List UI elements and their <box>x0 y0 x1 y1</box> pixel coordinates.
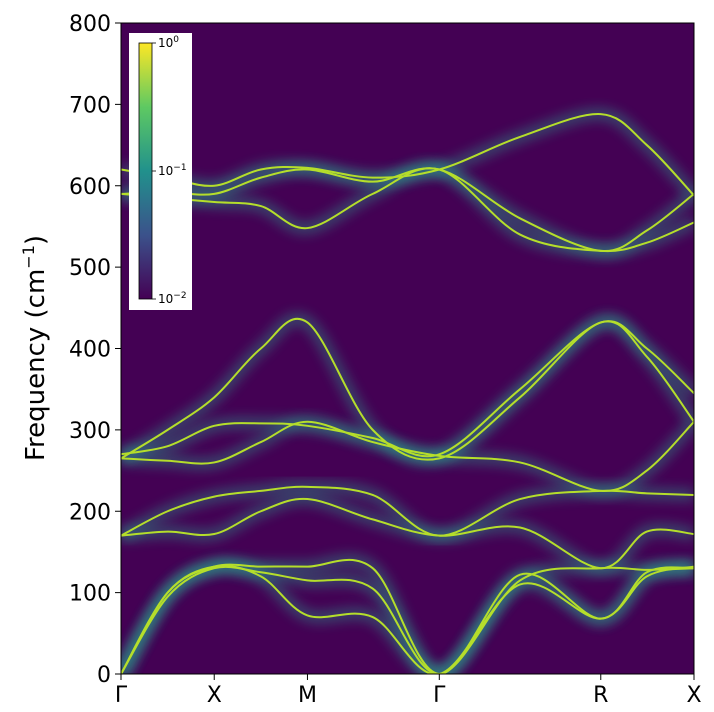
colorbar-ticks: 100 10−1 10−2 <box>152 35 187 306</box>
x-tick-label: Γ <box>115 683 128 708</box>
x-tick-label: R <box>593 683 608 708</box>
branch-opt-170 <box>121 497 694 570</box>
x-tick-label: X <box>686 683 701 708</box>
branch-opt-600 <box>121 167 694 252</box>
y-axis-label: Frequency (cm−1) <box>19 235 51 461</box>
colorbar-inset: 100 10−1 10−2 <box>129 33 192 310</box>
y-tick-label: 200 <box>69 500 111 525</box>
y-tick-label: 700 <box>69 93 111 118</box>
branch-layer <box>121 113 694 674</box>
y-axis: 0 100 200 300 400 500 600 700 800 <box>69 12 121 688</box>
y-tick-label: 100 <box>69 582 111 607</box>
y-tick-label: 800 <box>69 12 111 37</box>
branch-opt-raise <box>121 317 694 461</box>
colorbar-tick-label: 10−1 <box>158 163 187 178</box>
colorbar-gradient <box>138 42 153 300</box>
x-tick-label: M <box>298 683 317 708</box>
y-tick-label: 500 <box>69 256 111 281</box>
colorbar-tick-label: 10−2 <box>158 291 187 306</box>
x-tick-label: Γ <box>433 683 446 708</box>
y-axis-label-close: ) <box>21 235 51 245</box>
x-tick-label: X <box>207 683 222 708</box>
branch-opt-265 <box>121 420 694 492</box>
y-tick-label: 0 <box>97 663 111 688</box>
branch-acoustic-3 <box>121 558 694 674</box>
y-tick-label: 300 <box>69 419 111 444</box>
y-tick-label: 400 <box>69 338 111 363</box>
y-tick-label: 600 <box>69 175 111 200</box>
branch-opt-top <box>121 113 694 197</box>
y-axis-label-sup: −1 <box>19 245 38 269</box>
colorbar-tick-label: 100 <box>158 35 179 50</box>
